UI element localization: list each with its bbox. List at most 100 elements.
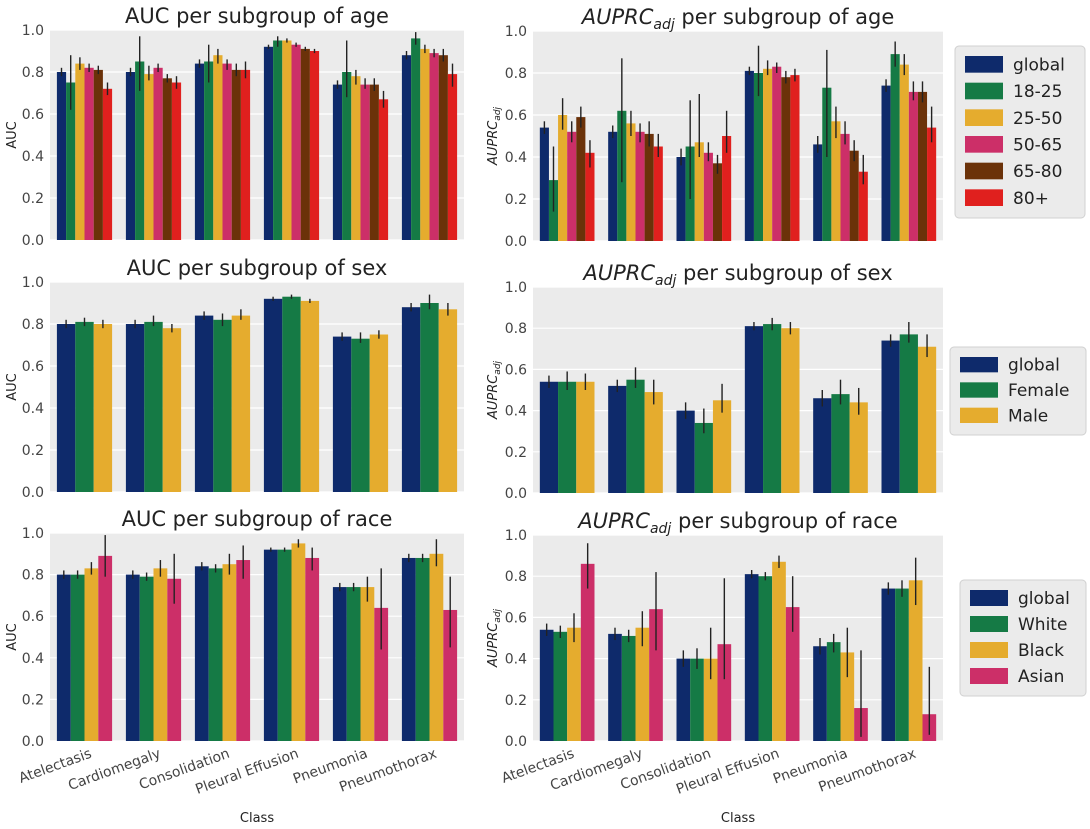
bar-pneumothorax-80 [447,74,458,240]
y-axis-label-metric: AUPRC [486,120,501,166]
y-axis-label: AUPRCadj [486,360,503,420]
y-tick-label: 0.0 [505,486,527,502]
bar-pleural-effusion-male [300,300,320,492]
bar-cardiomegaly-50-65 [635,131,645,241]
bar-pneumonia-female [831,394,850,493]
bar-atelectasis-asian [98,555,113,741]
bar-cardiomegaly-male [162,328,182,492]
legend: global 18-25 25-50 50-65 65-80 80+ [954,45,1086,219]
bar-cardiomegaly-asian [649,609,663,741]
bar-pleural-effusion-black [291,543,306,741]
y-tick-label: 1.0 [505,280,527,296]
bar-atelectasis-18-25 [66,82,76,240]
legend-label-female: Female [1008,381,1069,401]
title-metric: AUPRC [576,509,650,533]
bar-pneumonia-female [351,338,370,492]
legend-swatch-80 [965,189,1003,206]
bar-pneumonia-50-65 [360,84,370,240]
bar-pneumothorax-black [429,553,444,741]
bar-cardiomegaly-50-65 [153,67,163,240]
bar-pneumothorax-25-50 [899,64,909,241]
bar-consolidation-50-65 [703,152,713,241]
bar-consolidation-80 [722,136,732,241]
bar-pleural-effusion-25-50 [763,68,773,241]
bar-pneumothorax-50-65 [908,91,918,242]
y-tick-label: 0.6 [22,359,44,375]
bar-consolidation-global [194,63,205,240]
y-tick-label: 1.0 [505,528,527,544]
bar-pleural-effusion-65-80 [300,48,310,241]
legend-label-global: global [1008,356,1060,376]
legend-label-18-25: 18-25 [1013,82,1062,102]
y-tick-label: 0.0 [505,234,527,250]
y-tick-label: 1.0 [22,526,44,542]
y-tick-label: 0.8 [22,65,44,81]
bar-pneumonia-18-25 [342,72,352,240]
bar-pneumothorax-25-50 [420,48,430,241]
chart-title: AUC per subgroup of race [122,507,393,531]
legend-label-65-80: 65-80 [1013,162,1062,182]
y-tick-label: 0.4 [22,149,44,165]
bar-atelectasis-25-50 [75,63,85,240]
bar-cardiomegaly-black [635,627,650,741]
y-tick-label: 0.8 [505,321,527,337]
bar-cardiomegaly-global [125,72,136,240]
bar-pleural-effusion-female [282,296,301,492]
bar-pleural-effusion-white [758,576,773,741]
bar-consolidation-50-65 [222,63,232,240]
bar-cardiomegaly-18-25 [135,61,145,240]
y-tick-label: 0.8 [22,317,44,333]
plot-background [50,30,464,240]
bar-atelectasis-global [539,629,554,741]
chart-title: AUPRCadj per subgroup of race [576,509,897,537]
bar-cardiomegaly-80 [653,146,663,241]
bar-consolidation-female [694,422,713,493]
bar-pneumothorax-global [401,55,412,241]
title-subscript: adj [653,17,674,33]
bar-pleural-effusion-global [744,70,754,242]
bar-pleural-effusion-25-50 [282,40,292,240]
title-subscript: adj [655,273,676,289]
legend-swatch-white [970,616,1008,632]
bar-atelectasis-80 [585,152,595,241]
plot-background [533,535,943,741]
bar-atelectasis-global [539,381,559,493]
x-axis-label: Class [240,811,274,826]
legend-swatch-18-25 [965,82,1003,100]
bar-pneumonia-global [813,398,832,493]
bar-consolidation-female [213,319,232,492]
bar-atelectasis-asian [580,563,595,741]
y-tick-label: 1.0 [505,24,527,40]
bar-cardiomegaly-female [626,379,645,493]
bar-consolidation-white [208,568,223,741]
bar-pneumothorax-80 [927,127,937,241]
bar-pleural-effusion-global [263,549,278,741]
legend-box [959,579,1087,697]
bar-atelectasis-white [70,574,85,741]
legend-swatch-50-65 [965,136,1003,153]
y-tick-label: 0.4 [505,404,527,420]
bar-pneumothorax-global [881,85,891,241]
bar-cardiomegaly-female [144,321,163,492]
y-tick-label: 0.6 [22,107,44,123]
chart-panel-1: 0.0 0.2 0.4 0.6 0.8 1.0 AUC per subgroup of ag… [5,4,464,249]
chart-title: AUPRCadj per subgroup of sex [581,261,892,289]
bar-pleural-effusion-white [277,549,292,741]
bar-pneumonia-black [840,652,855,741]
bar-pneumonia-65-80 [369,84,379,240]
bar-atelectasis-65-80 [576,117,586,241]
title-suffix: per subgroup of age [675,5,895,29]
bar-pneumothorax-18-25 [411,38,421,241]
bar-pleural-effusion-65-80 [781,77,791,241]
bar-cardiomegaly-65-80 [644,133,654,241]
y-axis-label-subscript: adj [493,608,503,622]
bar-cardiomegaly-white [621,635,636,741]
y-tick-label: 0.4 [22,401,44,417]
bar-pleural-effusion-global [744,326,764,493]
bar-cardiomegaly-white [139,576,154,741]
y-tick-label: 0.0 [22,233,44,249]
bar-atelectasis-global [539,127,549,241]
bar-pleural-effusion-80 [790,75,800,241]
